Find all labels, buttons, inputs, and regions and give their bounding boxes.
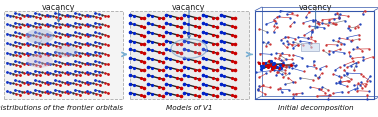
- Bar: [255, 11, 374, 99]
- Ellipse shape: [26, 54, 53, 68]
- Ellipse shape: [171, 39, 207, 58]
- Bar: [130, 11, 249, 99]
- Text: vacancy: vacancy: [172, 3, 206, 12]
- Bar: [301, 43, 319, 51]
- Ellipse shape: [26, 29, 54, 44]
- Text: Initial decomposition: Initial decomposition: [278, 105, 353, 111]
- Text: vacancy: vacancy: [42, 3, 75, 12]
- Bar: [4, 11, 123, 99]
- Text: Models of V1: Models of V1: [166, 105, 212, 111]
- Text: vacancy: vacancy: [299, 3, 332, 12]
- Ellipse shape: [55, 46, 77, 57]
- Text: Distributions of the frontier orbitals: Distributions of the frontier orbitals: [0, 105, 122, 111]
